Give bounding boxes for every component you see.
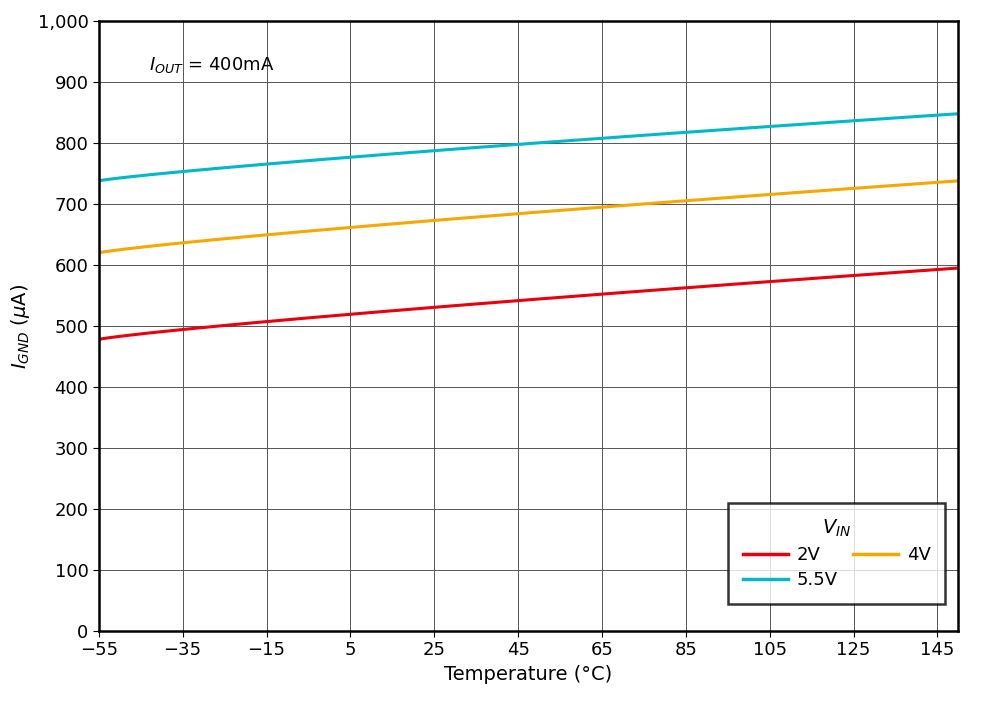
Y-axis label: $I_{GND}$ ($\mu$A): $I_{GND}$ ($\mu$A) (9, 283, 32, 369)
X-axis label: Temperature (°C): Temperature (°C) (445, 665, 613, 684)
Text: $I_{OUT}$ = 400mA: $I_{OUT}$ = 400mA (149, 55, 275, 74)
Legend: 2V, 5.5V, 4V: 2V, 5.5V, 4V (728, 503, 946, 604)
